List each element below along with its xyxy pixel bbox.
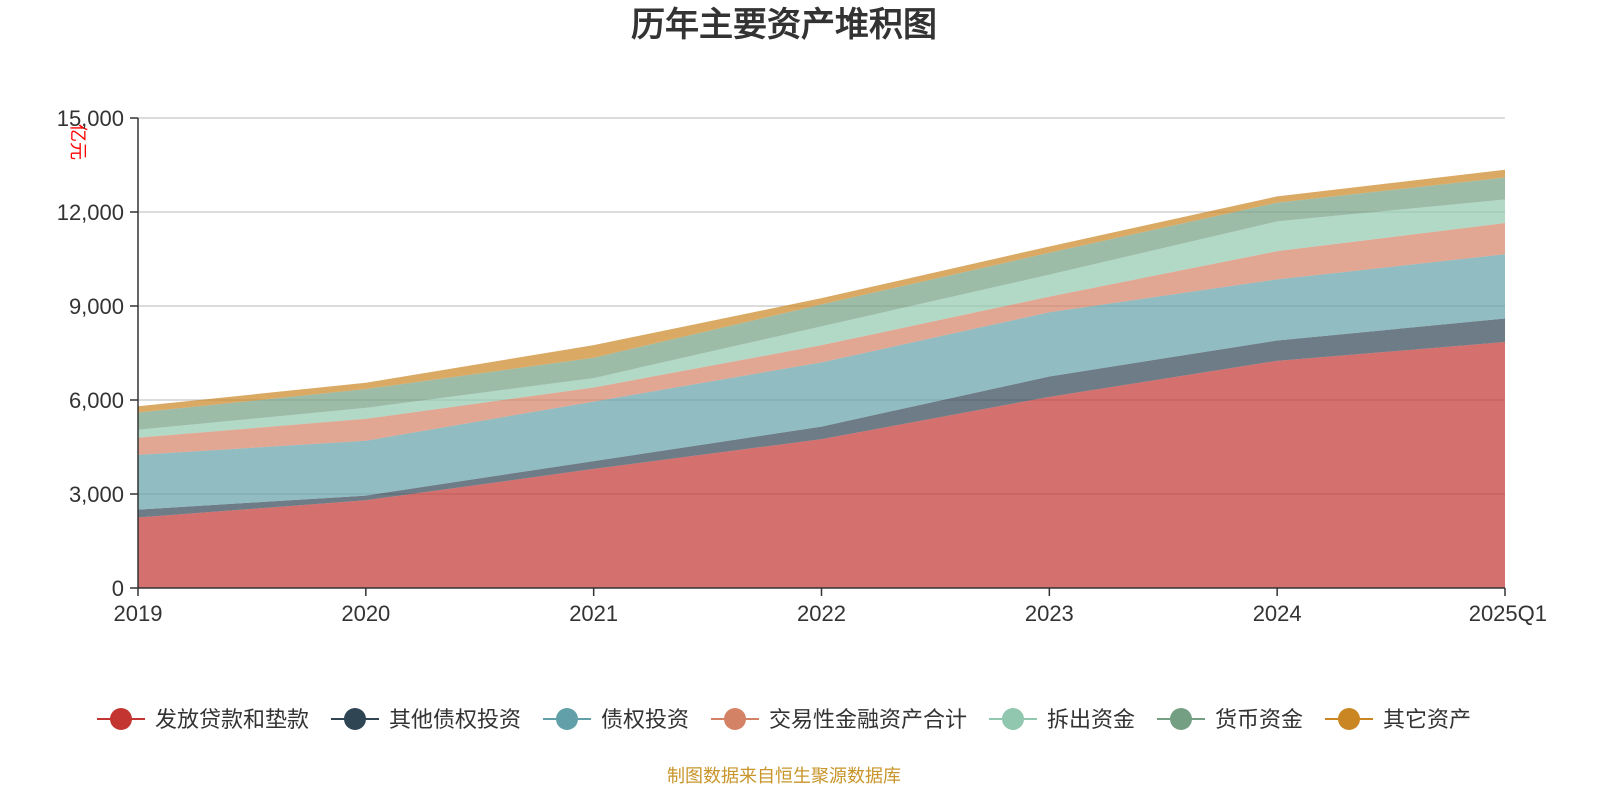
legend-label: 其他债权投资 xyxy=(389,707,521,732)
y-tick-label: 0 xyxy=(112,576,124,601)
area-series-group xyxy=(138,169,1505,588)
y-tick-label: 3,000 xyxy=(69,482,124,507)
legend-item-2[interactable]: 其他债权投资 xyxy=(331,707,521,732)
legend-marker xyxy=(556,708,578,730)
legend-item-6[interactable]: 货币资金 xyxy=(1157,707,1303,732)
legend: 发放贷款和垫款 其他债权投资 债权投资 交易性金融资产合计 拆出资金 货币资金 其它资产 xyxy=(97,707,1471,732)
legend-marker xyxy=(724,708,746,730)
area-series-4[interactable] xyxy=(138,222,1505,455)
x-tick-label: 2020 xyxy=(341,601,390,626)
chart-title: 历年主要资产堆积图 xyxy=(631,6,937,44)
x-tick-label: 2023 xyxy=(1025,601,1074,626)
y-tick-label: 9,000 xyxy=(69,294,124,319)
legend-item-3[interactable]: 债权投资 xyxy=(543,707,689,732)
legend-label: 发放贷款和垫款 xyxy=(155,707,309,732)
legend-item-4[interactable]: 交易性金融资产合计 xyxy=(711,707,967,732)
y-tick-label: 6,000 xyxy=(69,388,124,413)
legend-label: 拆出资金 xyxy=(1047,707,1135,732)
legend-item-1[interactable]: 发放贷款和垫款 xyxy=(97,707,309,732)
legend-marker xyxy=(1002,708,1024,730)
area-series-5[interactable] xyxy=(138,199,1505,438)
legend-item-7[interactable]: 其它资产 xyxy=(1325,707,1471,732)
x-tick-label: 2021 xyxy=(569,601,618,626)
x-tick-label: 2022 xyxy=(797,601,846,626)
x-tick-label: 2024 xyxy=(1253,601,1302,626)
y-tick-label: 12,000 xyxy=(57,200,124,225)
legend-label: 货币资金 xyxy=(1215,707,1303,732)
legend-label: 债权投资 xyxy=(601,707,689,732)
legend-marker xyxy=(1170,708,1192,730)
y-axis-unit-label: 亿元 xyxy=(68,124,88,160)
legend-marker xyxy=(1338,708,1360,730)
legend-marker xyxy=(110,708,132,730)
legend-marker xyxy=(344,708,366,730)
legend-label: 其它资产 xyxy=(1383,707,1471,732)
legend-item-5[interactable]: 拆出资金 xyxy=(989,707,1135,732)
area-series-1[interactable] xyxy=(138,342,1505,588)
legend-label: 交易性金融资产合计 xyxy=(769,707,967,732)
x-tick-label: 2019 xyxy=(114,601,163,626)
area-series-2[interactable] xyxy=(138,318,1505,518)
area-series-3[interactable] xyxy=(138,254,1505,510)
axes: 0 3,000 6,000 9,000 12,000 15,000 2019 2020 2021… xyxy=(57,106,1547,626)
y-tick-label: 15,000 xyxy=(57,106,124,131)
x-tick-label: 2025Q1 xyxy=(1469,601,1547,626)
area-series-6[interactable] xyxy=(138,177,1505,430)
data-source-note: 制图数据来自恒生聚源数据库 xyxy=(667,766,901,786)
